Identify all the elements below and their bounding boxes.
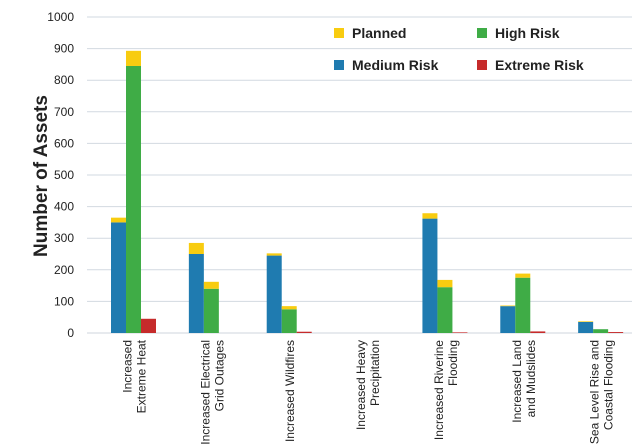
legend: Planned High Risk Medium Risk Extreme Risk <box>334 25 584 73</box>
y-axis-title: Number of Assets <box>31 95 52 257</box>
bar-planned <box>203 281 219 289</box>
y-tick-label: 700 <box>54 105 74 119</box>
x-tick-label-line: Sea Level Rise and <box>588 340 602 444</box>
x-tick-label-line: Increased Electrical <box>198 340 212 445</box>
bar-medium-risk <box>188 254 204 333</box>
x-tick-label: Increased Landand Mudslides <box>510 340 538 423</box>
legend-swatch <box>477 28 487 38</box>
bar-extreme-risk <box>452 332 468 333</box>
bar-medium-risk <box>111 222 126 333</box>
x-tick-label-line: Extreme Heat <box>135 339 149 413</box>
bar-medium-risk <box>266 255 282 333</box>
bar-planned <box>437 279 453 288</box>
x-tick-label: IncreasedExtreme Heat <box>121 339 149 413</box>
bar-planned <box>578 321 594 322</box>
bar-medium-risk <box>500 306 516 333</box>
bar-planned <box>266 253 282 256</box>
y-axis-ticks: 0 100 200 300 400 500 600 700 800 900 1000 <box>47 10 74 340</box>
bar-high-risk <box>515 277 531 333</box>
x-tick-label-line: Increased Riverine <box>432 340 446 440</box>
bar-planned <box>500 305 516 307</box>
x-tick-label: Increased ElectricalGrid Outages <box>198 340 226 445</box>
bar-planned <box>515 273 531 278</box>
bar-high-risk <box>126 65 141 333</box>
bar-extreme-risk <box>530 331 546 333</box>
legend-swatch <box>334 28 344 38</box>
y-tick-label: 900 <box>54 42 74 56</box>
bar-high-risk <box>281 309 297 333</box>
y-tick-label: 500 <box>54 168 74 182</box>
bar-planned <box>111 217 126 223</box>
x-tick-label-line: Increased <box>121 340 135 393</box>
bar-extreme-risk <box>608 332 624 333</box>
bar-planned <box>281 306 297 310</box>
x-tick-label-line: Coastal Flooding <box>602 340 616 430</box>
x-tick-label: Increased Wildfires <box>283 340 297 442</box>
x-tick-label: Increased RiverineFlooding <box>432 340 460 440</box>
legend-label: High Risk <box>495 25 560 41</box>
bar-planned <box>422 213 438 219</box>
x-tick-label-line: Flooding <box>446 340 460 386</box>
y-tick-label: 100 <box>54 294 74 308</box>
x-tick-label-line: Increased Wildfires <box>283 340 297 442</box>
bar-planned <box>126 50 141 66</box>
x-tick-label: Sea Level Rise andCoastal Flooding <box>588 340 616 444</box>
y-tick-label: 400 <box>54 200 74 214</box>
bar-high-risk <box>437 287 453 333</box>
legend-label: Medium Risk <box>352 57 439 73</box>
bar-medium-risk <box>578 321 594 333</box>
gridlines <box>87 16 632 334</box>
bar-planned <box>188 242 204 254</box>
y-tick-label: 1000 <box>47 10 74 24</box>
legend-label: Extreme Risk <box>495 57 584 73</box>
bar-extreme-risk <box>296 331 312 333</box>
x-axis-labels: IncreasedExtreme Heat Increased Electrica… <box>121 339 616 444</box>
legend-swatch <box>477 60 487 70</box>
y-tick-label: 800 <box>54 73 74 87</box>
bar-medium-risk <box>422 218 438 333</box>
legend-swatch <box>334 60 344 70</box>
y-tick-label: 300 <box>54 231 74 245</box>
x-tick-label-line: Increased Land <box>510 340 524 423</box>
x-tick-label-line: Grid Outages <box>212 340 226 411</box>
bar-high-risk <box>593 329 609 333</box>
bar-extreme-risk <box>141 318 156 333</box>
bars <box>111 50 624 333</box>
bar-high-risk <box>203 288 219 333</box>
x-tick-label-line: and Mudslides <box>524 340 538 417</box>
x-tick-label-line: Increased Heavy <box>354 340 368 430</box>
y-tick-label: 600 <box>54 136 74 150</box>
legend-label: Planned <box>352 25 406 41</box>
x-tick-label-line: Precipitation <box>368 340 382 406</box>
y-tick-label: 0 <box>67 326 74 340</box>
x-tick-label: Increased HeavyPrecipitation <box>354 340 382 430</box>
y-tick-label: 200 <box>54 263 74 277</box>
